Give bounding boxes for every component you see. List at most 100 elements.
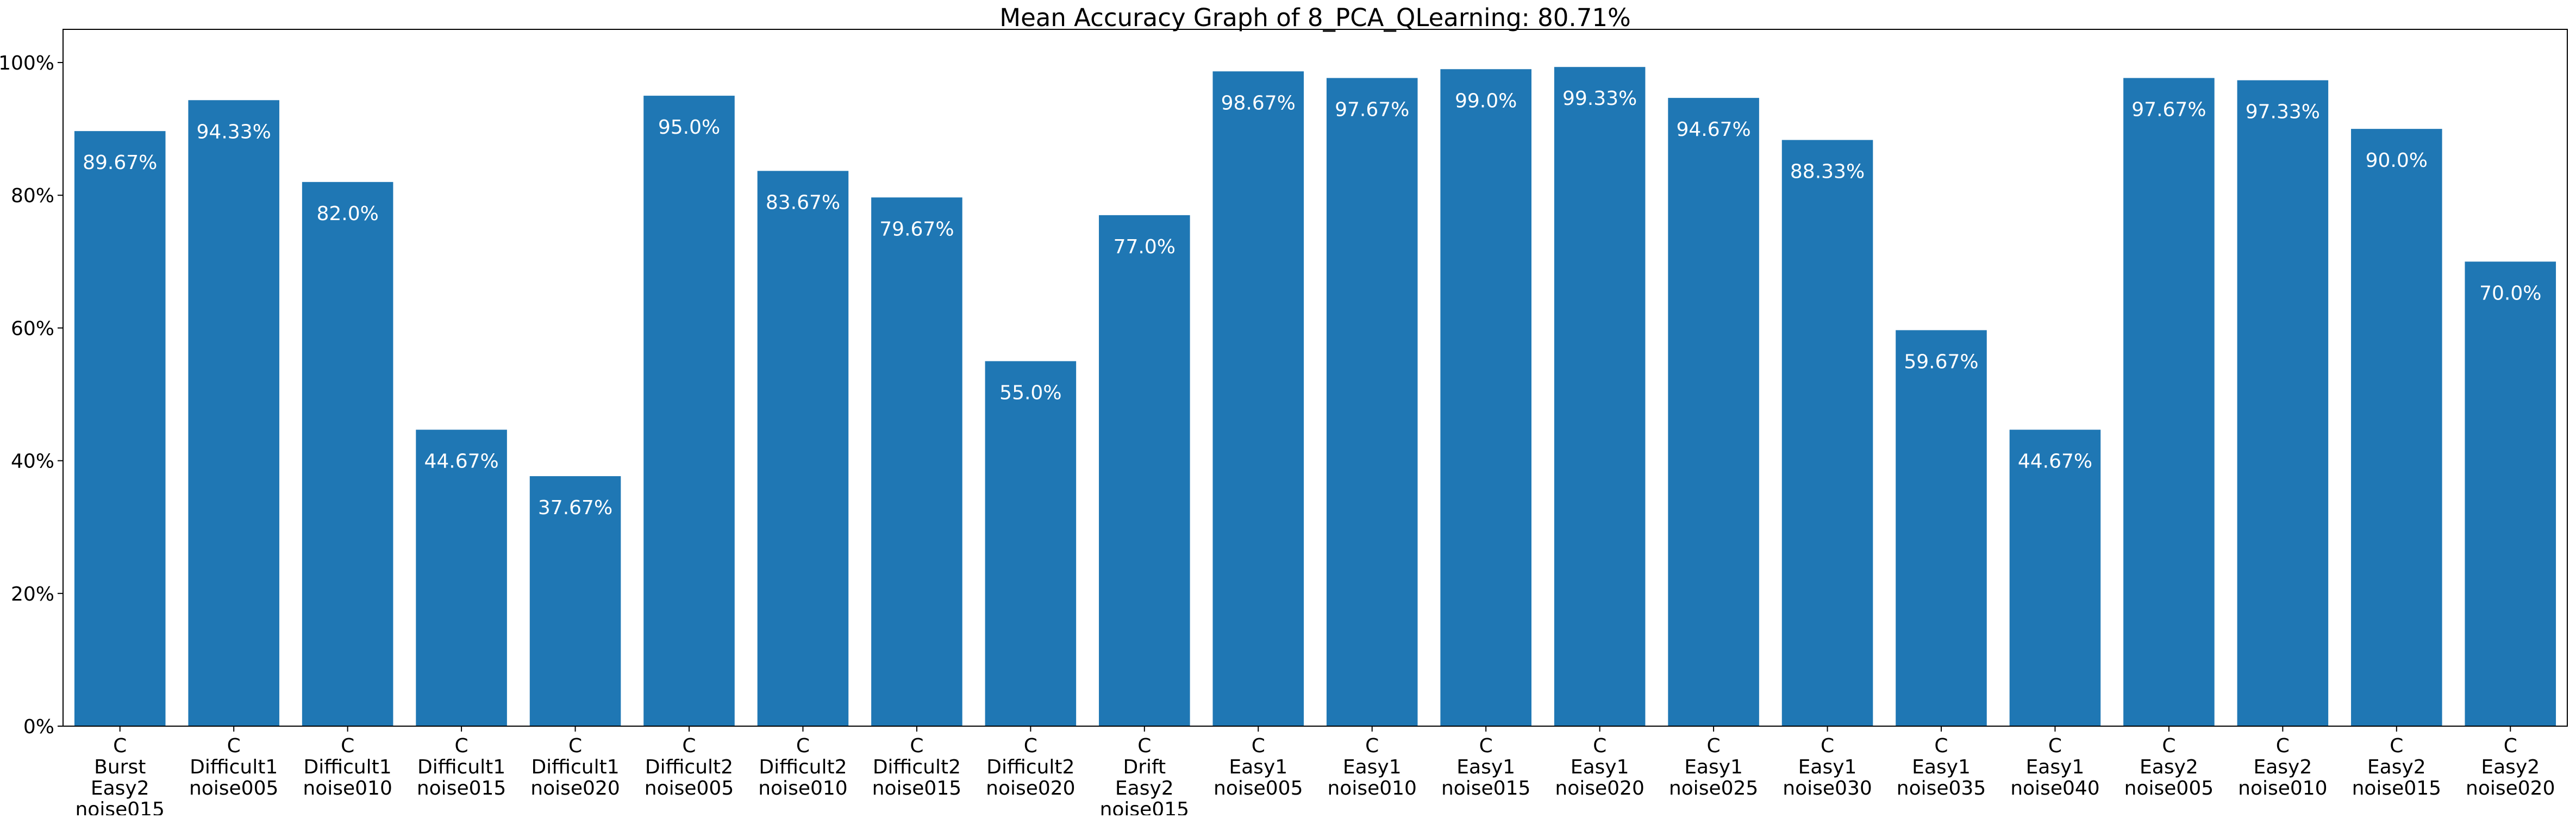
bar xyxy=(302,182,393,726)
x-tick-label-line: Easy2 xyxy=(2140,756,2198,778)
x-tick-label-line: noise020 xyxy=(1555,777,1644,800)
x-tick-label-line: Easy1 xyxy=(1343,756,1402,778)
x-tick-label-line: noise010 xyxy=(2238,777,2327,800)
bar xyxy=(2123,78,2215,726)
x-tick-label-line: C xyxy=(568,735,582,757)
x-tick-label-line: C xyxy=(341,735,354,757)
bar xyxy=(1440,69,1531,727)
data-label: 77.0% xyxy=(1114,236,1176,258)
x-tick-label-line: C xyxy=(1934,735,1948,757)
x-tick-label-line: Difficult1 xyxy=(190,756,278,778)
plot-frame xyxy=(62,29,2568,727)
x-tick-label-line: Easy1 xyxy=(1912,756,1971,778)
x-tick-label-line: C xyxy=(1024,735,1037,757)
x-tick-label-line: Easy2 xyxy=(1115,777,1174,800)
x-tick-label-line: Easy1 xyxy=(1684,756,1743,778)
bar xyxy=(1326,78,1418,726)
data-label: 89.67% xyxy=(83,152,157,174)
bar xyxy=(2465,261,2556,726)
x-tick-label-line: noise015 xyxy=(872,777,961,800)
x-tick-label-line: C xyxy=(1593,735,1606,757)
x-tick-label-line: C xyxy=(2276,735,2290,757)
x-axis: CBurstEasy2noise015CDifficult1noise005CD… xyxy=(75,726,2555,818)
x-tick-label-line: C xyxy=(2162,735,2175,757)
bar xyxy=(188,100,279,726)
bar xyxy=(1099,215,1190,726)
bar xyxy=(2351,129,2442,727)
data-label: 97.33% xyxy=(2246,101,2320,123)
x-tick-label-line: noise025 xyxy=(1669,777,1758,800)
x-tick-label-line: C xyxy=(455,735,468,757)
data-label: 94.67% xyxy=(1676,118,1750,141)
x-tick-label-line: C xyxy=(2504,735,2517,757)
x-tick-label-line: Difficult2 xyxy=(759,756,847,778)
data-label: 95.0% xyxy=(658,116,720,139)
x-tick-label-line: Difficult1 xyxy=(304,756,392,778)
data-label: 97.67% xyxy=(2131,98,2206,121)
y-tick-label: 100% xyxy=(0,52,54,74)
x-tick-label-line: noise015 xyxy=(417,777,506,800)
x-tick-label-line: C xyxy=(1252,735,1265,757)
bar xyxy=(871,197,962,727)
data-label: 98.67% xyxy=(1221,92,1296,114)
data-label: 44.67% xyxy=(424,451,498,473)
data-label: 55.0% xyxy=(999,382,1061,404)
data-label: 94.33% xyxy=(197,121,271,143)
y-tick-label: 0% xyxy=(23,716,54,738)
x-tick-label-line: noise005 xyxy=(1214,777,1303,800)
x-tick-label-line: Easy1 xyxy=(1456,756,1515,778)
y-tick-label: 80% xyxy=(11,185,54,207)
x-tick-label-line: Difficult2 xyxy=(873,756,961,778)
bar xyxy=(74,131,166,726)
y-axis: 0% 20% 40% 60% 80% 100% xyxy=(0,52,63,738)
x-tick-label-line: C xyxy=(1707,735,1721,757)
bar xyxy=(985,361,1077,726)
x-tick-label-line: C xyxy=(796,735,810,757)
bar xyxy=(2009,429,2101,726)
data-labels-layer: 89.67% 94.33% 82.0% 44.67% 37.67% 95.0% 83.67%… xyxy=(83,88,2541,519)
data-label: 37.67% xyxy=(538,497,612,519)
y-tick-label: 60% xyxy=(11,317,54,340)
x-tick-label-line: noise010 xyxy=(303,777,392,800)
x-tick-label-line: Easy1 xyxy=(1229,756,1287,778)
bar xyxy=(1668,98,1759,726)
x-tick-label-line: C xyxy=(1365,735,1379,757)
x-tick-label-line: Difficult2 xyxy=(986,756,1074,778)
bar xyxy=(757,171,849,726)
x-tick-label-line: noise020 xyxy=(2466,777,2555,800)
x-tick-label-line: C xyxy=(2048,735,2062,757)
x-tick-label-line: noise005 xyxy=(2124,777,2214,800)
x-tick-label-line: noise015 xyxy=(1441,777,1530,800)
x-tick-label-line: Easy2 xyxy=(2481,756,2540,778)
data-label: 44.67% xyxy=(2018,451,2092,473)
x-tick-label-line: Difficult1 xyxy=(531,756,619,778)
x-tick-label-line: noise020 xyxy=(530,777,620,800)
x-tick-label-line: Difficult2 xyxy=(645,756,733,778)
data-label: 59.67% xyxy=(1904,351,1978,373)
bars-layer xyxy=(74,67,2556,727)
x-tick-label-line: C xyxy=(2390,735,2403,757)
y-tick-label: 20% xyxy=(11,583,54,605)
bar xyxy=(416,429,507,726)
bar xyxy=(643,96,735,727)
bar xyxy=(2237,80,2329,726)
bar xyxy=(1554,67,1646,726)
data-label: 79.67% xyxy=(879,218,954,240)
